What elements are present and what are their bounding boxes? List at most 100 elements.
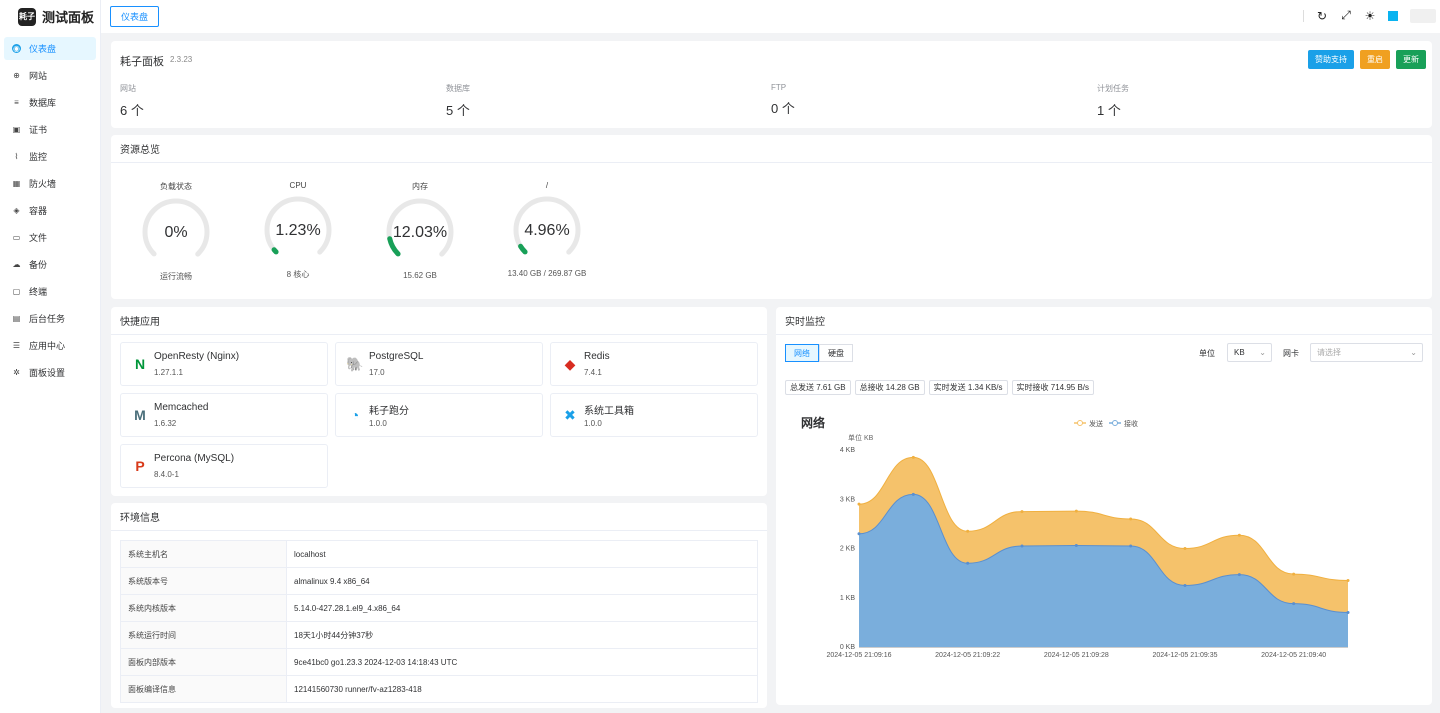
stat-value: 5 个 xyxy=(446,103,470,118)
tab-dashboard[interactable]: 仪表盘 xyxy=(110,6,160,27)
app-toolbox[interactable]: ✖ 系统工具箱 1.0.0 xyxy=(550,393,758,437)
restart-button[interactable]: 重启 xyxy=(1360,50,1390,69)
env-key: 系统版本号 xyxy=(120,567,287,595)
env-value: 5.14.0-427.28.1.el9_4.x86_64 xyxy=(286,594,758,622)
receive-point xyxy=(1020,544,1024,548)
env-key: 系统内核版本 xyxy=(120,594,287,622)
legend-marker xyxy=(1112,420,1118,426)
send-point xyxy=(1237,533,1241,537)
unit-select[interactable]: KB ⌄ xyxy=(1227,343,1272,362)
sponsor-button[interactable]: 赞助支持 xyxy=(1308,50,1354,69)
sidebar-item-12[interactable]: ✲ 面板设置 xyxy=(4,361,96,384)
env-key: 面板内部版本 xyxy=(120,648,287,676)
theme-sun-icon[interactable]: ☀ xyxy=(1364,8,1376,23)
env-value: 9ce41bc0 go1.23.3 2024-12-03 14:18:43 UT… xyxy=(286,648,758,676)
nic-placeholder: 请选择 xyxy=(1317,348,1341,357)
postgresql-icon: 🐘 xyxy=(346,355,364,373)
app-glyph: 🐘 xyxy=(346,355,364,372)
sidebar-item-label: 监控 xyxy=(29,152,48,162)
app-glyph: P xyxy=(135,458,145,474)
receive-point xyxy=(1183,583,1187,587)
env-key: 面板编译信息 xyxy=(120,675,287,703)
nic-select[interactable]: 请选择 ⌄ xyxy=(1310,343,1423,362)
sidebar-item-6[interactable]: ◈ 容器 xyxy=(4,199,96,222)
sidebar-item-3[interactable]: ▣ 证书 xyxy=(4,118,96,141)
app-name: Memcached xyxy=(154,402,209,413)
send-point xyxy=(857,502,861,506)
sidebar-item-1[interactable]: ⊕ 网站 xyxy=(4,64,96,87)
stat-badge: 总接收 14.28 GB xyxy=(854,380,925,395)
update-button[interactable]: 更新 xyxy=(1396,50,1426,69)
legend-label: 发送 xyxy=(1089,419,1103,428)
app-glyph: ◆ xyxy=(564,355,576,372)
sidebar-item-4[interactable]: ⌇ 监控 xyxy=(4,145,96,168)
brand-name: 测试面板 xyxy=(42,10,95,25)
receive-point xyxy=(966,561,970,565)
series-send-line xyxy=(858,456,1349,582)
gauge-ring: 12.03% xyxy=(386,198,454,266)
app-glyph: N xyxy=(134,356,146,372)
gauge-ring: 0% xyxy=(142,198,210,266)
sidebar-item-label: 应用中心 xyxy=(29,341,66,351)
sidebar-item-label: 证书 xyxy=(29,125,48,135)
app-version: 1.6.32 xyxy=(154,419,177,428)
terminal-icon: ▢ xyxy=(12,287,21,296)
panel-title: 耗子面板 xyxy=(120,56,164,68)
sidebar-item-9[interactable]: ▢ 终端 xyxy=(4,280,96,303)
y-tick-label: 0 KB xyxy=(840,644,856,651)
sidebar-item-2[interactable]: ≡ 数据库 xyxy=(4,91,96,114)
resources-title: 资源总览 xyxy=(111,135,1432,163)
table-row: 面板内部版本 9ce41bc0 go1.23.3 2024-12-03 14:18… xyxy=(120,648,758,676)
brand[interactable]: 耗子 测试面板 xyxy=(0,0,100,33)
resources-card: 资源总览 负载状态 0% 运行流畅 CPU 1.23% 8 核心 内存 12.03% 15.62… xyxy=(111,135,1432,299)
stat-item: 数据库 5 个 xyxy=(446,83,470,119)
refresh-icon[interactable]: ↻ xyxy=(1316,8,1328,23)
realtime-title: 实时监控 xyxy=(776,307,1432,335)
cloud-backup-icon: ☁ xyxy=(12,260,21,269)
send-point xyxy=(1183,547,1187,550)
color-swatch-icon[interactable] xyxy=(1388,10,1398,21)
tab-network[interactable]: 网络 xyxy=(785,344,819,362)
settings-icon: ✲ xyxy=(13,368,20,377)
stat-item: FTP 0 个 xyxy=(771,83,795,117)
env-value: almalinux 9.4 x86_64 xyxy=(286,567,758,595)
table-row: 系统版本号 almalinux 9.4 x86_64 xyxy=(120,567,758,595)
app-name: 系统工具箱 xyxy=(584,406,634,417)
sidebar-item-11[interactable]: ☰ 应用中心 xyxy=(4,334,96,357)
app-redis[interactable]: ◆ Redis 7.4.1 xyxy=(550,342,758,386)
dashboard-icon: ◉ xyxy=(12,44,21,53)
sidebar-item-5[interactable]: ▦ 防火墙 xyxy=(4,172,96,195)
y-tick-label: 4 KB xyxy=(840,447,856,454)
gauge-sub: 8 核心 xyxy=(286,270,310,279)
sidebar-item-10[interactable]: ▤ 后台任务 xyxy=(4,307,96,330)
gauge-0: 负载状态 0% 运行流畅 xyxy=(126,181,226,282)
gauge-ring: 4.96% xyxy=(513,196,581,264)
sidebar-item-label: 数据库 xyxy=(29,98,57,108)
sidebar-item-8[interactable]: ☁ 备份 xyxy=(4,253,96,276)
env-value: 18天1小时44分钟37秒 xyxy=(286,621,758,649)
stat-value: 0 个 xyxy=(771,101,795,116)
gauge-value: 12.03% xyxy=(393,224,447,241)
table-row: 面板编译信息 12141560730 runner/fv-az1283-418 xyxy=(120,675,758,703)
logo-icon: 耗子 xyxy=(18,7,36,26)
fullscreen-icon[interactable]: ⤢ xyxy=(1341,8,1351,22)
gauge-fill xyxy=(513,196,581,264)
app-memcached[interactable]: M Memcached 1.6.32 xyxy=(120,393,328,437)
y-tick-label: 1 KB xyxy=(840,595,856,602)
app-postgresql[interactable]: 🐘 PostgreSQL 17.0 xyxy=(335,342,543,386)
app-glyph: ✖ xyxy=(564,406,576,423)
receive-point xyxy=(1237,573,1241,577)
app-nginx[interactable]: N OpenResty (Nginx) 1.27.1.1 xyxy=(120,342,328,386)
app-benchmark[interactable]: ◔ 耗子跑分 1.0.0 xyxy=(335,393,543,437)
tab-disk[interactable]: 硬盘 xyxy=(819,344,853,362)
gauge-3: / 4.96% 13.40 GB / 269.87 GB xyxy=(497,181,597,278)
sidebar-item-0[interactable]: ◉ 仪表盘 xyxy=(4,37,96,60)
sidebar-item-7[interactable]: ▭ 文件 xyxy=(4,226,96,249)
gauge-ring: 1.23% xyxy=(264,196,332,264)
app-percona[interactable]: P Percona (MySQL) 8.4.0-1 xyxy=(120,444,328,488)
legend-marker xyxy=(1077,420,1083,426)
x-tick-label: 2024-12-05 21:09:28 xyxy=(1044,652,1109,659)
gauge-1: CPU 1.23% 8 核心 xyxy=(248,181,348,280)
y-tick-label: 2 KB xyxy=(840,546,856,553)
user-avatar[interactable] xyxy=(1410,8,1436,23)
